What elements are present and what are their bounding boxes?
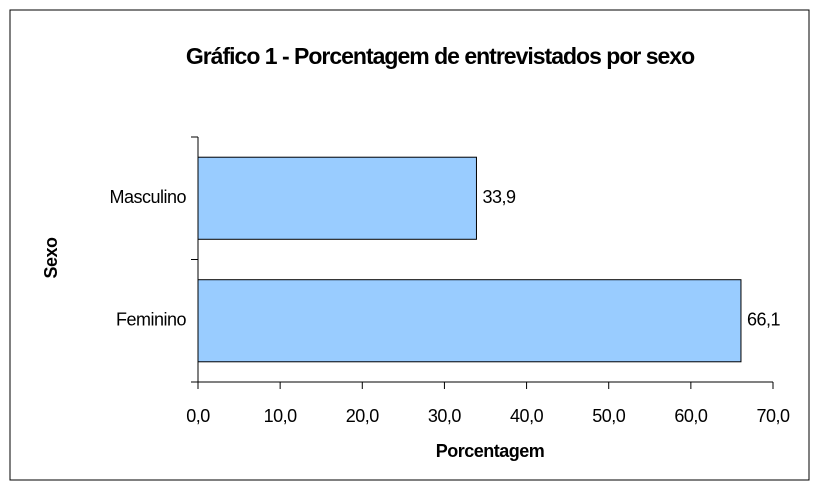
x-tick-label: 10,0 (264, 406, 298, 426)
value-label: 66,1 (747, 310, 781, 330)
x-axis-label: Porcentagem (436, 441, 545, 461)
x-tick-label: 0,0 (186, 406, 210, 426)
y-axis-label: Sexo (41, 237, 61, 279)
y-tick-label: Masculino (109, 187, 186, 207)
bar (197, 156, 477, 240)
chart-border (9, 9, 810, 481)
x-tick-label: 50,0 (592, 406, 626, 426)
value-label: 33,9 (482, 187, 516, 207)
x-tick-label: 40,0 (510, 406, 544, 426)
x-tick-label: 70,0 (756, 406, 790, 426)
x-tick-label: 30,0 (428, 406, 462, 426)
y-tick-label: Feminino (116, 310, 187, 330)
bar (197, 279, 742, 363)
x-tick-label: 20,0 (346, 406, 380, 426)
x-tick-label: 60,0 (674, 406, 708, 426)
chart-title: Gráfico 1 - Porcentagem de entrevistados… (185, 43, 695, 69)
